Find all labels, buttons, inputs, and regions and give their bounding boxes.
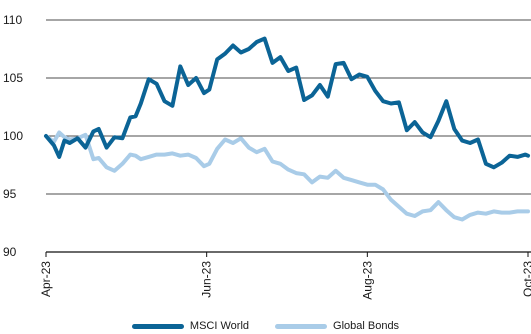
series-line-global-bonds	[44, 130, 530, 222]
x-tick-label: Jun-23	[200, 261, 214, 298]
series-lines	[44, 36, 530, 222]
legend: MSCI World Global Bonds	[0, 318, 531, 334]
y-tick-label: 110	[3, 13, 22, 27]
x-tick-label: Apr-23	[39, 261, 53, 297]
series-line-msci-world	[44, 36, 530, 170]
legend-item-global-bonds: Global Bonds	[275, 320, 399, 332]
y-tick-label: 100	[3, 129, 23, 143]
legend-item-msci-world: MSCI World	[131, 320, 250, 332]
gridlines	[46, 19, 531, 253]
y-tick-label: 90	[3, 245, 17, 259]
y-axis-labels: 90 95 100 105 110	[3, 13, 23, 259]
y-tick-label: 105	[3, 71, 23, 85]
x-tick-label: Aug-23	[360, 261, 374, 300]
legend-swatch-msci-world	[131, 323, 184, 329]
legend-label-global-bonds: Global Bonds	[333, 320, 400, 332]
y-tick-label: 95	[3, 187, 17, 201]
legend-label-msci-world: MSCI World	[189, 320, 250, 332]
legend-swatch-global-bonds	[275, 323, 328, 329]
x-axis-labels: Apr-23 Jun-23 Aug-23 Oct-23	[39, 252, 531, 300]
x-tick-label: Oct-23	[521, 261, 531, 297]
